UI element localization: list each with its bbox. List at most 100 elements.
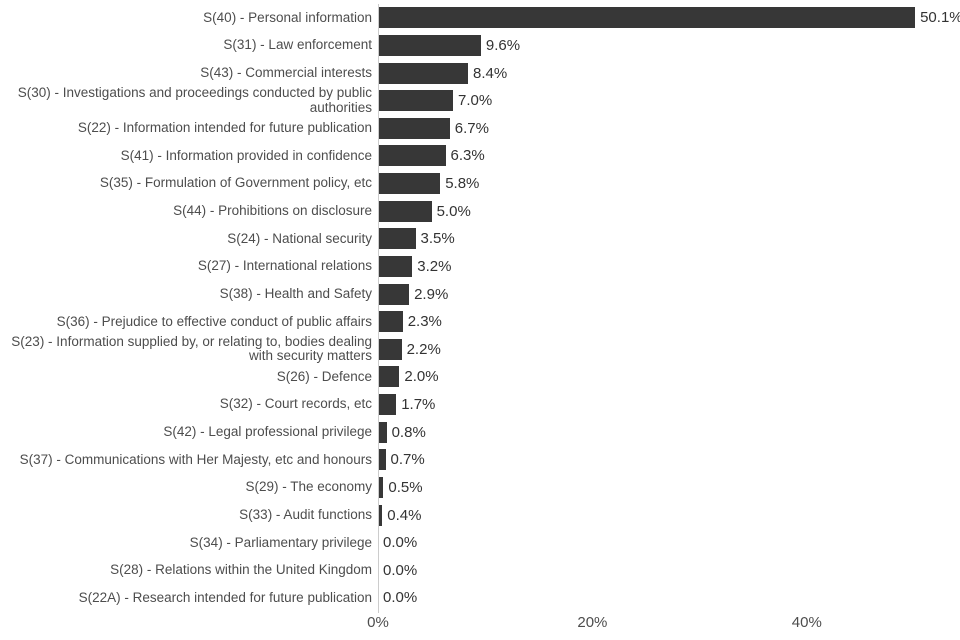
bar: [378, 421, 387, 443]
category-label: S(36) - Prejudice to effective conduct o…: [56, 313, 372, 329]
category-label: S(26) - Defence: [276, 368, 372, 384]
category-label: S(24) - National security: [227, 230, 372, 246]
value-label: 5.8%: [445, 175, 480, 193]
bar-track: 5.8%: [378, 173, 960, 195]
bar: [378, 117, 450, 139]
bar-row: S(33) - Audit functions 0.4%: [0, 501, 960, 529]
bar: [378, 145, 446, 167]
value-label: 0.7%: [390, 451, 425, 469]
bar-track: 0.0%: [378, 532, 960, 553]
bar: [378, 394, 397, 416]
value-label: 0.8%: [391, 423, 426, 441]
value-label: 0.0%: [383, 534, 418, 552]
value-label: 5.0%: [436, 202, 471, 220]
category-label: S(23) - Information supplied by, or rela…: [11, 334, 372, 364]
bar-row: S(26) - Defence 2.0%: [0, 363, 960, 391]
category-label: S(44) - Prohibitions on disclosure: [173, 203, 372, 219]
bar-row: S(44) - Prohibitions on disclosure 5.0%: [0, 197, 960, 225]
category-label: S(40) - Personal information: [203, 9, 372, 25]
category-label: S(22) - Information intended for future …: [77, 120, 372, 136]
bar-row: S(24) - National security 3.5%: [0, 225, 960, 253]
value-label: 9.6%: [485, 36, 521, 54]
bar-rows: S(40) - Personal information 50.1% S(31) -…: [0, 4, 960, 612]
bar-row: S(32) - Court records, etc 1.7%: [0, 391, 960, 419]
value-label: 2.3%: [407, 313, 442, 331]
category-label: S(34) - Parliamentary privilege: [189, 534, 372, 550]
bar-track: 0.4%: [378, 504, 960, 526]
value-label: 0.0%: [383, 561, 418, 579]
category-label: S(43) - Commercial interests: [200, 64, 372, 80]
bar-row: S(28) - Relations within the United King…: [0, 557, 960, 585]
bar-row: S(30) - Investigations and proceedings c…: [0, 85, 960, 115]
value-label: 0.5%: [388, 478, 423, 496]
bar-track: 7.0%: [378, 90, 960, 112]
value-label: 6.7%: [454, 119, 489, 137]
bar-row: S(40) - Personal information 50.1%: [0, 4, 960, 32]
category-label: S(37) - Communications with Her Majesty,…: [19, 451, 372, 467]
value-label: 6.3%: [450, 147, 485, 165]
bar: [378, 34, 481, 56]
bar: [378, 200, 432, 222]
bar-track: 8.4%: [378, 62, 960, 84]
value-label: 1.7%: [401, 396, 436, 414]
x-axis: 0% 20% 40%: [0, 614, 960, 636]
bar: [378, 255, 413, 277]
value-label: 2.0%: [404, 368, 439, 386]
bar-row: S(31) - Law enforcement 9.6%: [0, 32, 960, 60]
bar: [378, 476, 384, 498]
bar-track: 3.5%: [378, 228, 960, 250]
bar-row: S(36) - Prejudice to effective conduct o…: [0, 308, 960, 336]
category-label: S(30) - Investigations and proceedings c…: [17, 85, 372, 115]
bar: [378, 449, 386, 471]
bar: [378, 7, 916, 29]
bar-track: 2.0%: [378, 366, 960, 388]
bar-track: 0.7%: [378, 449, 960, 471]
category-label: S(31) - Law enforcement: [223, 37, 372, 53]
category-label: S(22A) - Research intended for future pu…: [78, 589, 372, 605]
bar: [378, 283, 410, 305]
bar-track: 2.2%: [378, 338, 960, 360]
category-label: S(42) - Legal professional privilege: [163, 424, 372, 440]
value-label: 2.9%: [414, 285, 449, 303]
bar-track: 2.9%: [378, 283, 960, 305]
category-label: S(38) - Health and Safety: [219, 285, 372, 301]
bar-row: S(38) - Health and Safety 2.9%: [0, 280, 960, 308]
x-axis-tick-label: 20%: [577, 614, 608, 631]
value-label: 50.1%: [920, 9, 960, 27]
bar-track: 6.7%: [378, 117, 960, 139]
category-label: S(29) - The economy: [245, 479, 372, 495]
bar-track: 0.0%: [378, 587, 960, 608]
bar-track: 6.3%: [378, 145, 960, 167]
bar-row: S(34) - Parliamentary privilege 0.0%: [0, 529, 960, 557]
value-label: 8.4%: [473, 64, 508, 82]
bar-track: 1.7%: [378, 394, 960, 416]
y-axis-line: [378, 4, 379, 613]
value-label: 0.0%: [383, 589, 418, 607]
bar-row: S(29) - The economy 0.5%: [0, 474, 960, 502]
category-label: S(28) - Relations within the United King…: [110, 562, 372, 578]
bar: [378, 338, 402, 360]
category-label: S(27) - International relations: [197, 258, 372, 274]
bar-track: 0.0%: [378, 560, 960, 581]
value-label: 2.2%: [406, 340, 441, 358]
bar-track: 5.0%: [378, 200, 960, 222]
value-label: 0.4%: [387, 506, 422, 524]
bar-row: S(42) - Legal professional privilege 0.8%: [0, 418, 960, 446]
bar-track: 50.1%: [378, 7, 960, 29]
bar-track: 2.3%: [378, 311, 960, 333]
value-label: 7.0%: [458, 92, 493, 110]
bar-row: S(22) - Information intended for future …: [0, 115, 960, 143]
bar-track: 0.5%: [378, 476, 960, 498]
category-label: S(35) - Formulation of Government policy…: [99, 175, 372, 191]
bar-row: S(41) - Information provided in confiden…: [0, 142, 960, 170]
value-label: 3.2%: [417, 257, 452, 275]
bar: [378, 173, 441, 195]
category-label: S(32) - Court records, etc: [219, 396, 372, 412]
x-axis-tick-label: 0%: [367, 614, 389, 631]
bar: [378, 62, 468, 84]
bar: [378, 366, 400, 388]
x-axis-tick-label: 40%: [791, 614, 822, 631]
bar: [378, 504, 383, 526]
bar-row: S(35) - Formulation of Government policy…: [0, 170, 960, 198]
